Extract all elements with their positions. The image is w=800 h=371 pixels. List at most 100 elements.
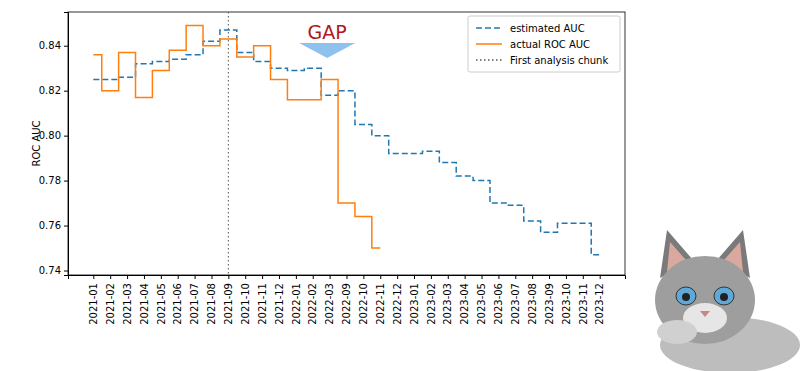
x-tick-mark — [532, 275, 533, 279]
x-tick-label: 2021-02 — [105, 283, 116, 325]
x-tick-label: 2023-03 — [442, 283, 453, 325]
gap-arrow — [299, 43, 355, 58]
x-tick: 2021-04 — [139, 275, 150, 325]
x-tick-label: 2023-11 — [578, 283, 589, 325]
x-tick-mark — [245, 275, 246, 279]
legend-box — [468, 16, 620, 72]
x-tick: 2023-08 — [527, 275, 538, 325]
x-tick-label: 2022-09 — [341, 283, 352, 325]
kitten-head — [655, 256, 755, 344]
legend-label: First analysis chunk — [510, 55, 608, 66]
x-tick-label: 2022-01 — [291, 283, 302, 325]
x-tick-mark — [448, 275, 449, 279]
legend-swatch — [476, 43, 502, 45]
x-tick: 2021-02 — [105, 275, 116, 325]
x-tick-mark — [397, 275, 398, 279]
y-axis: 0.740.760.780.800.820.84 — [39, 13, 69, 277]
x-tick-mark — [600, 275, 601, 279]
x-tick-mark — [144, 275, 145, 279]
legend-swatch — [476, 59, 502, 61]
x-tick-mark — [211, 275, 212, 279]
x-tick: 2021-08 — [206, 275, 217, 325]
x-tick: 2023-06 — [493, 275, 504, 325]
x-tick-mark — [228, 275, 229, 279]
y-tick-mark — [64, 136, 68, 137]
y-tick-mark — [64, 46, 68, 47]
x-tick-label: 2023-08 — [527, 283, 538, 325]
x-tick-label: 2021-07 — [189, 283, 200, 325]
x-tick-label: 2022-10 — [358, 283, 369, 325]
y-axis-title: ROC AUC — [31, 120, 42, 166]
x-tick-label: 2022-12 — [392, 283, 403, 325]
x-tick: 2021-03 — [122, 275, 133, 325]
x-tick-mark — [549, 275, 550, 279]
x-tick-mark — [195, 275, 196, 279]
x-tick-mark — [279, 275, 280, 279]
x-tick: 2022-09 — [341, 275, 352, 325]
x-tick-mark — [498, 275, 499, 279]
x-tick: 2023-07 — [510, 275, 521, 325]
x-tick: 2022-02 — [307, 275, 318, 325]
y-tick: 0.82 — [39, 85, 68, 96]
x-tick-mark — [347, 275, 348, 279]
x-tick: 2021-07 — [189, 275, 200, 325]
kitten-eye — [676, 287, 696, 305]
x-tick-label: 2021-08 — [206, 283, 217, 325]
x-tick-mark — [414, 275, 415, 279]
x-tick-mark — [363, 275, 364, 279]
x-tick: 2021-12 — [274, 275, 285, 325]
x-tick: 2021-01 — [88, 275, 99, 325]
x-tick: 2023-01 — [409, 275, 420, 325]
x-tick-label: 2022-03 — [324, 283, 335, 325]
x-tick: 2023-10 — [561, 275, 572, 325]
y-tick: 0.80 — [39, 130, 68, 141]
y-tick-mark — [64, 91, 68, 92]
y-tick-label: 0.74 — [39, 265, 61, 276]
x-tick-label: 2021-05 — [156, 283, 167, 325]
x-tick-mark — [465, 275, 466, 279]
plot-frame — [68, 12, 625, 275]
x-tick: 2022-01 — [291, 275, 302, 325]
y-tick-mark — [64, 181, 68, 182]
x-tick-label: 2022-02 — [307, 283, 318, 325]
y-tick: 0.76 — [39, 220, 68, 231]
x-tick: 2023-05 — [476, 275, 487, 325]
x-tick-label: 2023-02 — [426, 283, 437, 325]
legend: estimated AUCactual ROC AUCFirst analysi… — [468, 16, 620, 72]
gap-annotation: GAP — [308, 21, 347, 43]
x-tick-label: 2023-10 — [561, 283, 572, 325]
x-tick: 2022-03 — [324, 275, 335, 325]
x-tick-label: 2023-07 — [510, 283, 521, 325]
y-tick: 0.84 — [39, 40, 68, 51]
x-tick-label: 2022-11 — [375, 283, 386, 325]
x-tick-label: 2021-06 — [172, 283, 183, 325]
x-tick: 2021-10 — [240, 275, 251, 325]
x-tick-mark — [110, 275, 111, 279]
x-tick: 2021-05 — [156, 275, 167, 325]
series-line — [93, 25, 380, 248]
x-tick-mark — [161, 275, 162, 279]
y-tick-label: 0.84 — [39, 40, 61, 51]
x-tick-mark — [313, 275, 314, 279]
y-axis-line — [64, 13, 69, 276]
x-tick-label: 2023-12 — [594, 283, 605, 325]
kitten-nose — [700, 311, 710, 317]
x-tick: 2022-12 — [392, 275, 403, 325]
x-tick-mark — [330, 275, 331, 279]
x-tick: 2023-04 — [459, 275, 470, 325]
x-tick-label: 2021-11 — [257, 283, 268, 325]
x-tick-mark — [178, 275, 179, 279]
legend-label: actual ROC AUC — [510, 39, 590, 50]
x-tick-mark — [431, 275, 432, 279]
x-tick: 2021-11 — [257, 275, 268, 325]
x-tick: 2022-10 — [358, 275, 369, 325]
x-tick-label: 2023-04 — [459, 283, 470, 325]
x-axis: 2021-01 2021-02 2021-03 2021-04 2021-05 2021-… — [69, 275, 626, 325]
x-tick-label: 2021-04 — [139, 283, 150, 325]
x-axis-line — [69, 276, 626, 280]
x-tick-mark — [296, 275, 297, 279]
kitten-pupil — [682, 293, 690, 301]
x-tick-mark — [566, 275, 567, 279]
x-tick-mark — [482, 275, 483, 279]
x-tick-label: 2021-10 — [240, 283, 251, 325]
